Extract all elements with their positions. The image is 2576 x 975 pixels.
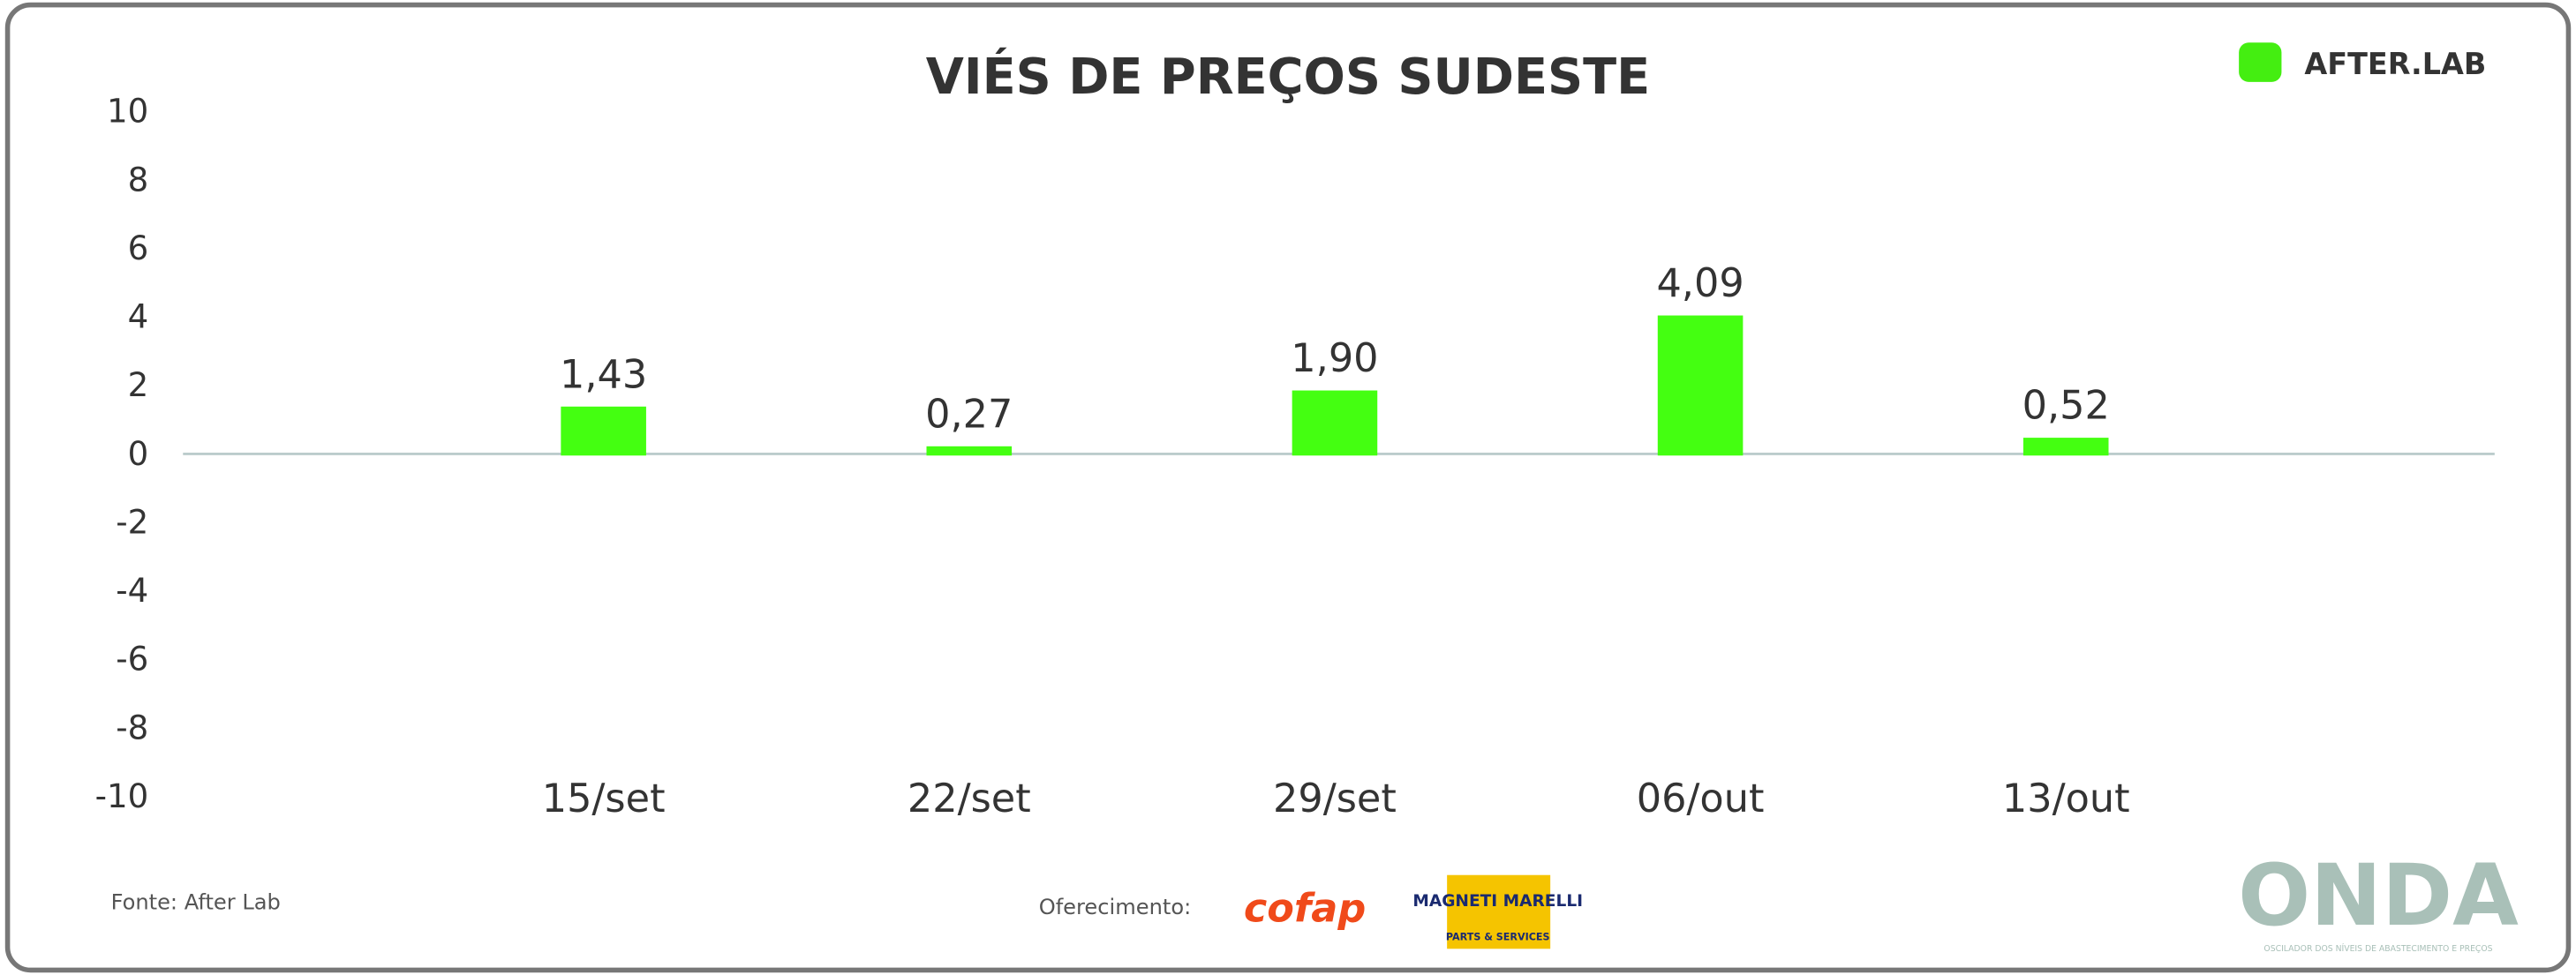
sponsor-logo: MAGNETI MARELLI bbox=[1412, 892, 1583, 911]
value-label: 1,43 bbox=[560, 351, 647, 397]
sponsor-label: Oferecimento: bbox=[1039, 895, 1192, 919]
x-tick-label: 22/set bbox=[908, 776, 1031, 821]
x-tick-label: 13/out bbox=[2002, 776, 2130, 821]
footer-logo: ONDA bbox=[2238, 845, 2519, 945]
y-tick-label: 10 bbox=[107, 93, 148, 131]
frame bbox=[4, 2, 2572, 973]
y-tick-label: 6 bbox=[128, 229, 149, 267]
value-label: 4,09 bbox=[1656, 260, 1744, 306]
y-tick-label: 4 bbox=[128, 298, 149, 336]
sponsor-logo: PARTS & SERVICES bbox=[1446, 931, 1550, 942]
bar bbox=[1657, 315, 1744, 456]
value-label: 0,52 bbox=[2022, 383, 2110, 429]
x-tick-label: 29/set bbox=[1273, 776, 1397, 821]
chart-title: VIÉS DE PREÇOS SUDESTE bbox=[926, 48, 1650, 106]
sponsor-logo: cofap bbox=[1244, 886, 1366, 932]
sponsor-box bbox=[1447, 874, 1551, 949]
y-tick-label: -6 bbox=[116, 641, 148, 679]
y-tick-label: 0 bbox=[128, 435, 149, 473]
footer-tagline: OSCILADOR DOS NÍVEIS DE ABASTECIMENTO E … bbox=[2263, 943, 2492, 954]
bar bbox=[561, 406, 646, 456]
y-tick-label: -2 bbox=[116, 503, 148, 541]
y-tick-label: -8 bbox=[116, 709, 148, 746]
value-label: 0,27 bbox=[925, 391, 1013, 437]
y-tick-label: -10 bbox=[95, 777, 149, 815]
bar bbox=[1292, 390, 1378, 456]
bar bbox=[926, 446, 1013, 456]
x-tick-label: 15/set bbox=[542, 776, 666, 821]
brand-icon bbox=[2239, 42, 2282, 82]
value-label: 1,90 bbox=[1291, 335, 1378, 381]
y-tick-label: -4 bbox=[116, 572, 148, 610]
x-tick-label: 06/out bbox=[1637, 776, 1765, 821]
brand: AFTER.LAB bbox=[2304, 47, 2486, 81]
source: Fonte: After Lab bbox=[111, 889, 281, 914]
bar bbox=[2022, 438, 2109, 456]
y-tick-label: 2 bbox=[128, 366, 149, 404]
y-tick-label: 8 bbox=[128, 161, 149, 199]
